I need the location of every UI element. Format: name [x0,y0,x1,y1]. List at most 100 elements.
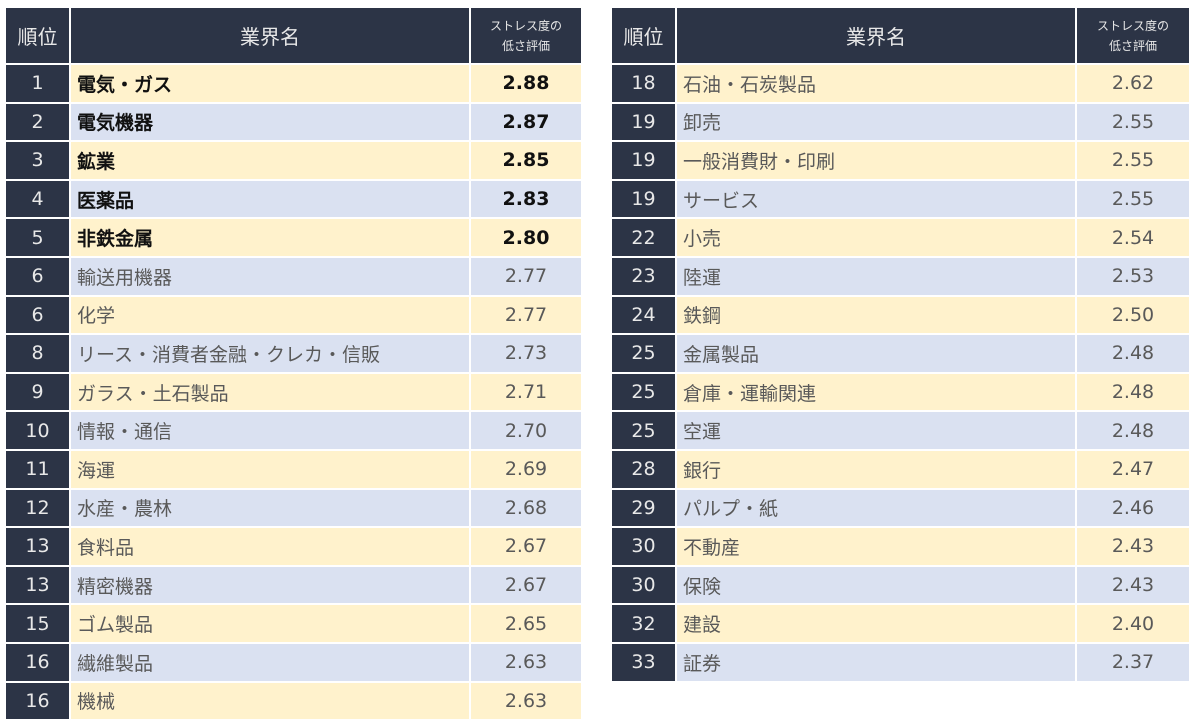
score-cell: 2.54 [1077,219,1189,256]
industry-cell: 建設 [677,605,1075,642]
rank-cell: 1 [6,65,69,102]
table-row: 19 卸売 2.55 [612,103,1189,141]
score-cell: 2.83 [471,180,581,218]
industry-cell: 小売 [677,219,1075,256]
rank-cell: 25 [612,335,675,372]
header-rank: 順位 [6,8,69,63]
table-row: 30 保険 2.43 [612,566,1189,604]
header-industry: 業界名 [71,8,469,63]
industry-cell: 空運 [677,412,1075,449]
rank-cell: 3 [6,142,69,179]
rank-cell: 33 [612,643,675,681]
industry-cell: 倉庫・運輸関連 [677,373,1075,411]
industry-cell: 卸売 [677,103,1075,141]
rank-cell: 16 [6,643,69,681]
industry-cell: 鉄鋼 [677,296,1075,334]
table-row: 19 サービス 2.55 [612,180,1189,218]
rank-cell: 4 [6,180,69,218]
header-industry: 業界名 [677,8,1075,63]
score-cell: 2.48 [1077,373,1189,411]
score-cell: 2.85 [471,142,581,179]
table-row: 8 リース・消費者金融・クレカ・信販 2.73 [6,335,581,372]
industry-cell: 金属製品 [677,335,1075,372]
industry-cell: 不動産 [677,528,1075,565]
rank-cell: 6 [6,257,69,295]
table-row: 33 証券 2.37 [612,643,1189,681]
header-score-line1: ストレス度の [489,18,562,33]
score-cell: 2.50 [1077,296,1189,334]
industry-cell: 鉱業 [71,142,469,179]
rank-cell: 15 [6,605,69,642]
table-row: 32 建設 2.40 [612,605,1189,642]
table-row: 10 情報・通信 2.70 [6,412,581,449]
score-cell: 2.67 [471,528,581,565]
score-cell: 2.46 [1077,489,1189,527]
industry-cell: 海運 [71,450,469,488]
industry-cell: パルプ・紙 [677,489,1075,527]
score-cell: 2.65 [471,605,581,642]
industry-cell: 精密機器 [71,566,469,604]
rank-cell: 18 [612,65,675,102]
score-cell: 2.37 [1077,643,1189,681]
rank-cell: 5 [6,219,69,256]
industry-cell: ガラス・土石製品 [71,373,469,411]
score-cell: 2.80 [471,219,581,256]
header-score-line2: 低さ評価 [501,38,550,53]
industry-cell: リース・消費者金融・クレカ・信販 [71,335,469,372]
rank-cell: 19 [612,103,675,141]
rank-cell: 19 [612,142,675,179]
score-cell: 2.73 [471,335,581,372]
rank-cell: 30 [612,566,675,604]
table-row: 13 精密機器 2.67 [6,566,581,604]
score-cell: 2.55 [1077,103,1189,141]
industry-cell: 一般消費財・印刷 [677,142,1075,179]
rank-cell: 23 [612,257,675,295]
table-row: 5 非鉄金属 2.80 [6,219,581,256]
score-cell: 2.88 [471,65,581,102]
header-rank: 順位 [612,8,675,63]
industry-cell: 電気機器 [71,103,469,141]
industry-cell: 医薬品 [71,180,469,218]
table-row: 24 鉄鋼 2.50 [612,296,1189,334]
score-cell: 2.48 [1077,412,1189,449]
industry-cell: 水産・農林 [71,489,469,527]
industry-cell: 食料品 [71,528,469,565]
ranking-table-right: 順位 業界名 ストレス度の 低さ評価 18 石油・石炭製品 2.62 19 卸売 2.55 1… [610,6,1191,683]
ranking-table-left: 順位 業界名 ストレス度の 低さ評価 1 電気・ガス 2.88 2 電気機器 2.87 3 鉱業… [4,6,583,721]
table-row: 4 医薬品 2.83 [6,180,581,218]
rank-cell: 8 [6,335,69,372]
table-row: 12 水産・農林 2.68 [6,489,581,527]
table-row: 30 不動産 2.43 [612,528,1189,565]
table-row: 16 繊維製品 2.63 [6,643,581,681]
industry-cell: 輸送用機器 [71,257,469,295]
score-cell: 2.43 [1077,566,1189,604]
table-row: 9 ガラス・土石製品 2.71 [6,373,581,411]
score-cell: 2.63 [471,643,581,681]
table-row: 3 鉱業 2.85 [6,142,581,179]
table-row: 2 電気機器 2.87 [6,103,581,141]
rank-cell: 32 [612,605,675,642]
table-row: 22 小売 2.54 [612,219,1189,256]
table-row: 25 倉庫・運輸関連 2.48 [612,373,1189,411]
rank-cell: 13 [6,566,69,604]
industry-cell: 銀行 [677,450,1075,488]
rank-cell: 6 [6,296,69,334]
score-cell: 2.69 [471,450,581,488]
header-score-line2: 低さ評価 [1108,38,1157,53]
industry-cell: 陸運 [677,257,1075,295]
table-row: 6 輸送用機器 2.77 [6,257,581,295]
score-cell: 2.62 [1077,65,1189,102]
rank-cell: 11 [6,450,69,488]
table-row: 15 ゴム製品 2.65 [6,605,581,642]
table-row: 16 機械 2.63 [6,682,581,720]
score-cell: 2.40 [1077,605,1189,642]
rank-cell: 30 [612,528,675,565]
rank-cell: 28 [612,450,675,488]
header-score: ストレス度の 低さ評価 [1077,8,1189,63]
score-cell: 2.77 [471,296,581,334]
industry-cell: 電気・ガス [71,65,469,102]
table-row: 1 電気・ガス 2.88 [6,65,581,102]
industry-cell: 機械 [71,682,469,720]
rank-cell: 24 [612,296,675,334]
header-score-line1: ストレス度の [1096,18,1169,33]
